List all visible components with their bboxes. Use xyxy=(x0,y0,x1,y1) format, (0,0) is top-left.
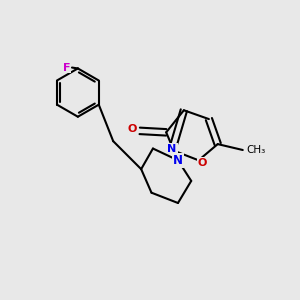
Text: CH₃: CH₃ xyxy=(246,145,266,155)
Text: F: F xyxy=(63,63,70,73)
Text: O: O xyxy=(128,124,137,134)
Text: N: N xyxy=(173,154,183,167)
Text: N: N xyxy=(167,143,177,154)
Text: O: O xyxy=(197,158,207,168)
